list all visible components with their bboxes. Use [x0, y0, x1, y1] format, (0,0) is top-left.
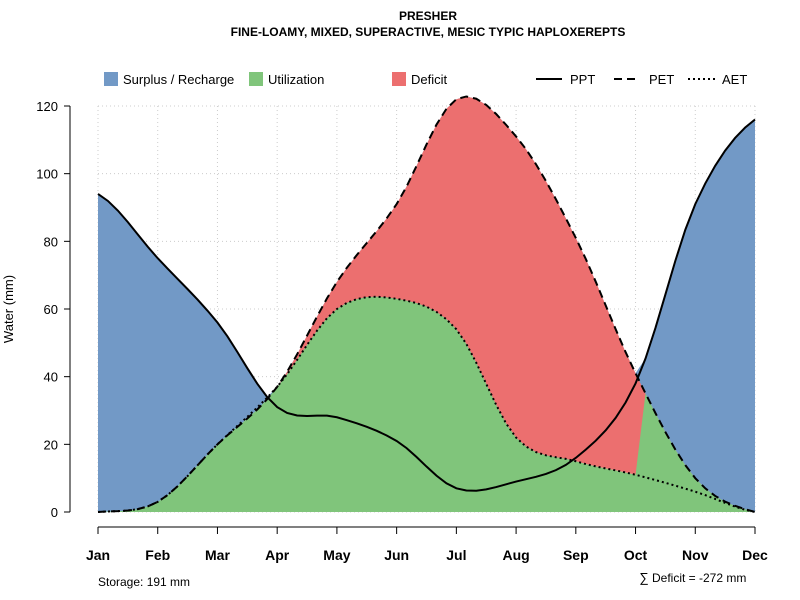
x-tick-label: Nov: [682, 547, 709, 563]
legend-label-pet: PET: [649, 72, 674, 87]
x-tick-label: Dec: [742, 547, 768, 563]
y-tick-label: 0: [51, 505, 58, 520]
y-tick-label: 80: [44, 234, 58, 249]
axes: 0 20 40 60 80 100 120 Jan Feb Mar Apr May Jun Jul Aug S…: [36, 99, 768, 563]
x-tick-label: Aug: [502, 547, 529, 563]
x-tick-label: Sep: [563, 547, 589, 563]
legend-swatch-deficit: [392, 72, 406, 86]
legend-label-aet: AET: [722, 72, 747, 87]
x-tick-label: Apr: [265, 547, 290, 563]
chart-title: PRESHER: [399, 9, 457, 23]
y-tick-label: 100: [36, 167, 58, 182]
x-tick-label: Jul: [446, 547, 466, 563]
y-tick-label: 40: [44, 370, 58, 385]
legend-label-ppt: PPT: [570, 72, 595, 87]
legend-label-surplus: Surplus / Recharge: [123, 72, 234, 87]
sum-symbol: ∑: [639, 570, 648, 585]
utilization-area: [98, 296, 755, 512]
x-tick-label: Mar: [205, 547, 230, 563]
deficit-annotation: Deficit = -272 mm: [652, 571, 746, 585]
storage-annotation: Storage: 191 mm: [98, 575, 190, 589]
deficit-area: [98, 96, 755, 512]
legend-label-utilization: Utilization: [268, 72, 324, 87]
x-tick-label: Feb: [145, 547, 170, 563]
y-tick-label: 60: [44, 302, 58, 317]
x-tick-label: May: [323, 547, 350, 563]
series-line-aet: [97, 295, 756, 513]
x-tick-label: Jan: [86, 547, 110, 563]
legend: Surplus / Recharge Utilization Deficit P…: [104, 72, 747, 87]
legend-swatch-surplus: [104, 72, 118, 86]
chart-subtitle: FINE-LOAMY, MIXED, SUPERACTIVE, MESIC TY…: [231, 25, 626, 39]
legend-swatch-utilization: [249, 72, 263, 86]
y-axis-title: Water (mm): [1, 275, 16, 343]
legend-label-deficit: Deficit: [411, 72, 448, 87]
x-tick-label: Jun: [384, 547, 409, 563]
series-line-ppt: [97, 118, 756, 492]
y-tick-label: 20: [44, 437, 58, 452]
y-tick-label: 120: [36, 99, 58, 114]
x-tick-label: Oct: [624, 547, 648, 563]
surplus-area-overlay: [98, 96, 755, 512]
